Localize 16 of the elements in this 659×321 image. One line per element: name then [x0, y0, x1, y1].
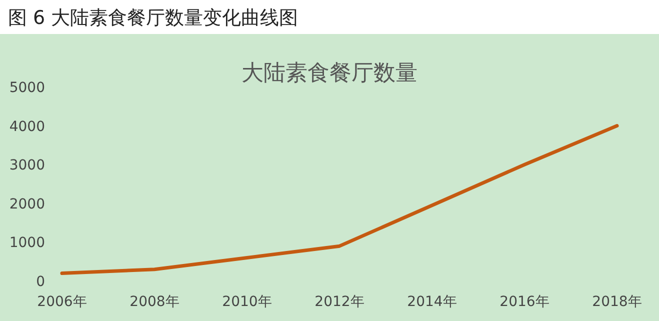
line-series [60, 124, 619, 275]
y-tick-label: 4000 [9, 118, 45, 135]
y-tick-label: 3000 [9, 158, 45, 174]
x-tick-label: 2018年 [592, 294, 642, 310]
chart-title: 大陆素食餐厅数量 [242, 61, 418, 86]
y-tick-label: 0 [36, 274, 45, 290]
y-tick-label: 2000 [9, 196, 45, 212]
x-tick-label: 2016年 [500, 294, 550, 310]
y-tick-label: 1000 [9, 235, 45, 252]
x-tick-label: 2010年 [222, 294, 272, 310]
x-tick-label: 2014年 [407, 294, 457, 310]
caption: 图 6 大陆素食餐厅数量变化曲线图 [8, 7, 298, 29]
x-tick-label: 2012年 [314, 294, 364, 310]
x-tick-label: 2008年 [130, 294, 180, 310]
y-tick-label: 5000 [9, 80, 45, 96]
x-tick-label: 2006年 [37, 294, 87, 310]
